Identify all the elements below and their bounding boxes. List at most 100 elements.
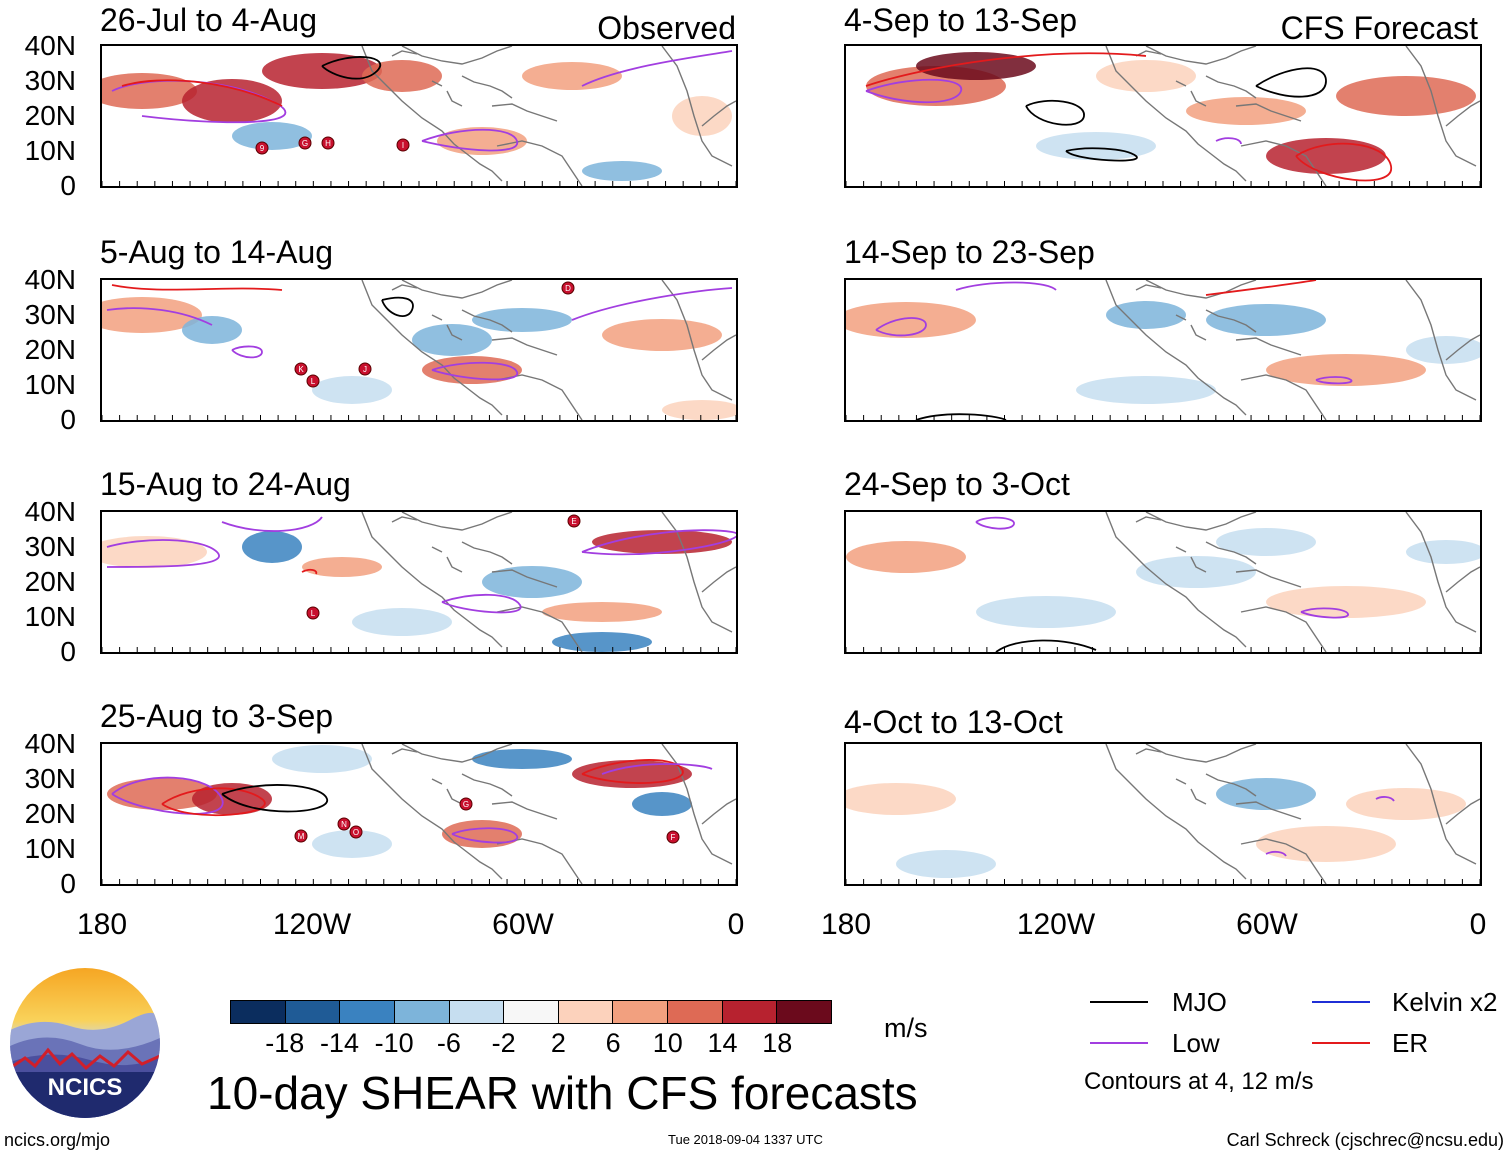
shear-blob (102, 297, 202, 333)
main-title: 10-day SHEAR with CFS forecasts (207, 1067, 918, 1119)
storm-marker[interactable]: L (306, 374, 320, 388)
colorbar-tick-label: 14 (707, 1028, 738, 1058)
shear-blob (242, 531, 302, 563)
footer-url[interactable]: ncics.org/mjo (4, 1130, 111, 1150)
contour-line (1255, 67, 1327, 98)
storm-marker[interactable]: G (459, 797, 473, 811)
lat-label: 40N (24, 496, 76, 527)
shear-blob (232, 122, 312, 150)
lat-label: 30N (24, 763, 76, 794)
storm-marker[interactable]: J (358, 362, 372, 376)
lat-label: 10N (24, 135, 76, 166)
map-panel-5 (844, 44, 1482, 188)
contour-line (221, 784, 328, 813)
contour-line (301, 568, 318, 575)
shear-blob (102, 536, 207, 568)
shear-blob (1106, 301, 1186, 329)
observed-label: Observed (597, 10, 736, 46)
shear-blob (312, 830, 392, 858)
colorbar-segment (285, 1001, 341, 1023)
legend-label-er: ER (1392, 1028, 1429, 1058)
lat-label: 40N (24, 728, 76, 759)
shear-blob (552, 632, 652, 652)
colorbar-units: m/s (884, 1013, 928, 1043)
colorbar-tick-label: 2 (550, 1028, 566, 1058)
storm-marker[interactable]: K (294, 362, 308, 376)
lat-label: 0 (60, 868, 76, 899)
contour-line (581, 759, 684, 784)
contour-line (1295, 142, 1392, 182)
map-panel-6 (844, 278, 1482, 422)
storm-label: H (325, 139, 331, 148)
shear-blob (302, 557, 382, 577)
storm-marker[interactable]: G (298, 136, 312, 150)
contour-line (581, 50, 733, 87)
lat-label: 20N (24, 334, 76, 365)
storm-marker[interactable]: I (396, 138, 410, 152)
panel-title-3: 15-Aug to 24-Aug (100, 466, 351, 502)
colorbar-segment (394, 1001, 450, 1023)
shear-blob (182, 79, 282, 123)
legend-line-mjo (1090, 1001, 1148, 1003)
shear-blob (1036, 132, 1156, 160)
panel-title-5: 4-Sep to 13-Sep (844, 2, 1078, 38)
storm-marker[interactable]: 9 (255, 141, 269, 155)
storm-marker[interactable]: D (561, 281, 575, 295)
colorbar-segment (558, 1001, 614, 1023)
shear-blob (632, 792, 692, 816)
coastline (1105, 744, 1480, 884)
contours-note: Contours at 4, 12 m/s (1084, 1068, 1314, 1095)
shear-blob (1406, 336, 1480, 364)
legend-label-kelvin: Kelvin x2 (1392, 987, 1498, 1017)
shear-blob (896, 850, 996, 878)
panel-title-4: 25-Aug to 3-Sep (100, 698, 334, 734)
legend-label-low: Low (1172, 1028, 1220, 1058)
storm-marker[interactable]: L (306, 606, 320, 620)
shear-blob (182, 316, 242, 344)
shear-blob (846, 783, 956, 815)
contour-line (451, 827, 518, 844)
contour-line (111, 284, 283, 291)
shear-blob (602, 319, 722, 351)
storm-marker[interactable]: M (294, 829, 308, 843)
contour-line (1265, 850, 1287, 857)
shear-blob (1266, 354, 1426, 386)
contour-line (106, 539, 220, 568)
lat-label: 0 (60, 636, 76, 667)
shear-blob (1216, 778, 1316, 810)
storm-label: M (298, 832, 305, 841)
contour-line (915, 413, 1007, 420)
contour-line (161, 787, 266, 817)
storm-marker[interactable]: H (321, 136, 335, 150)
contour-line (121, 79, 283, 107)
contour-line (601, 763, 713, 775)
storm-marker[interactable]: E (567, 514, 581, 528)
lon-label-0-right: 0 (1469, 908, 1487, 941)
storm-label: O (353, 828, 359, 837)
storm-label: G (463, 800, 469, 809)
storm-marker[interactable]: F (666, 830, 680, 844)
map-panel-7 (844, 510, 1482, 654)
ncics-logo: NCICS (10, 968, 160, 1118)
shear-blob (1336, 76, 1476, 116)
lat-label: 20N (24, 798, 76, 829)
colorbar-segment (231, 1001, 286, 1023)
shear-blob (1216, 528, 1316, 556)
shear-blob (1346, 788, 1466, 820)
panel-title-1: 26-Jul to 4-Aug (100, 2, 318, 38)
shear-blob (662, 400, 736, 420)
logo-text: NCICS (48, 1074, 123, 1101)
storm-marker[interactable]: O (349, 825, 363, 839)
contour-line (421, 128, 518, 152)
storm-marker[interactable]: N (337, 817, 351, 831)
colorbar-segment (504, 1001, 559, 1023)
coastline (361, 46, 736, 186)
contour-line (221, 516, 323, 532)
shear-blob (976, 596, 1116, 628)
storm-label: E (571, 517, 576, 526)
shear-blob (846, 541, 966, 573)
contour-line (431, 361, 518, 381)
storm-label: L (311, 609, 316, 618)
shear-blob (846, 302, 976, 338)
